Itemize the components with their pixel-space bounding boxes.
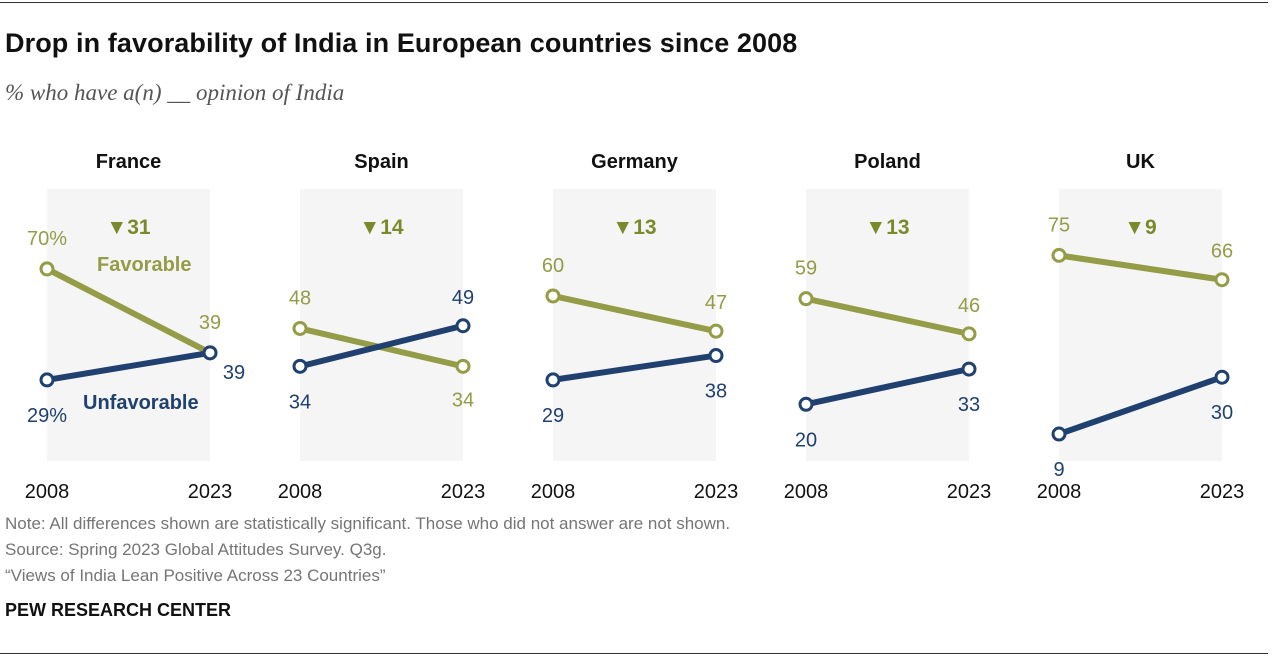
- x-tick-label-2008: 2008: [531, 481, 576, 503]
- brand-logo-text: PEW RESEARCH CENTER: [5, 600, 232, 620]
- favorable-point-2023: [708, 323, 724, 339]
- panel-germany: [545, 189, 724, 461]
- unfavorable-point-2023: [708, 348, 724, 364]
- x-tick-label-2023: 2023: [694, 481, 739, 503]
- bottom-rule: [0, 653, 1268, 654]
- unfavorable-label-2008: 29%: [27, 405, 67, 427]
- unfavorable-point-2008: [545, 372, 561, 388]
- unfavorable-line: [297, 322, 466, 370]
- unfavorable-label-2023: 38: [705, 381, 727, 403]
- panel-background: [300, 189, 463, 461]
- panel-france: [39, 189, 218, 461]
- unfavorable-label-2008: 29: [542, 405, 564, 427]
- unfavorable-point-2023: [455, 318, 471, 334]
- series-label-favorable: Favorable: [97, 254, 191, 276]
- panel-country-label: UK: [1126, 151, 1155, 173]
- favorable-line: [550, 292, 719, 335]
- favorable-label-2023: 47: [705, 292, 727, 314]
- change-label: ▼14: [359, 216, 403, 239]
- favorable-label-2008: 60: [542, 255, 564, 277]
- x-tick-label-2008: 2008: [25, 481, 70, 503]
- unfavorable-label-2023: 39: [223, 362, 245, 384]
- unfavorable-label-2023: 30: [1211, 402, 1233, 424]
- notes: Note: All differences shown are statisti…: [5, 511, 730, 589]
- series-label-unfavorable: Unfavorable: [83, 392, 199, 414]
- x-tick-label-2023: 2023: [947, 481, 992, 503]
- favorable-line: [803, 295, 972, 337]
- unfavorable-point-2008: [292, 358, 308, 374]
- change-label: ▼31: [106, 216, 150, 239]
- favorable-line: [44, 265, 213, 356]
- unfavorable-point-2008: [798, 396, 814, 412]
- panel-spain: [292, 189, 471, 461]
- unfavorable-point-2023: [961, 361, 977, 377]
- source-text: Source: Spring 2023 Global Attitudes Sur…: [5, 540, 387, 559]
- favorable-label-2023: 39: [199, 312, 221, 334]
- favorable-point-2023: [961, 326, 977, 342]
- report-title: “Views of India Lean Positive Across 23 …: [5, 566, 386, 585]
- change-label: ▼13: [612, 216, 656, 239]
- panel-uk: [1051, 189, 1230, 461]
- favorable-point-2008: [39, 261, 55, 277]
- panel-country-label: Spain: [354, 151, 408, 173]
- unfavorable-label-2023: 33: [958, 394, 980, 416]
- change-label: ▼13: [865, 216, 909, 239]
- favorable-label-2008: 48: [289, 287, 311, 309]
- x-tick-label-2008: 2008: [278, 481, 323, 503]
- top-rule: [0, 2, 1268, 3]
- favorable-label-2008: 59: [795, 258, 817, 280]
- x-tick-label-2023: 2023: [1200, 481, 1245, 503]
- x-tick-label-2008: 2008: [784, 481, 829, 503]
- unfavorable-label-2008: 34: [289, 391, 311, 413]
- chart-title: Drop in favorability of India in Europea…: [5, 28, 798, 58]
- favorable-label-2023: 46: [958, 295, 980, 317]
- panel-country-label: Poland: [854, 151, 921, 173]
- favorable-point-2023: [1214, 272, 1230, 288]
- unfavorable-point-2023: [202, 345, 218, 361]
- x-tick-label-2023: 2023: [188, 481, 233, 503]
- panel-country-label: Germany: [591, 151, 679, 173]
- favorable-label-2023: 66: [1211, 241, 1233, 263]
- panel-country-label: France: [96, 151, 162, 173]
- x-tick-label-2008: 2008: [1037, 481, 1082, 503]
- unfavorable-line: [803, 366, 972, 408]
- unfavorable-label-2008: 20: [795, 429, 817, 451]
- panel-poland: [798, 189, 977, 461]
- favorable-point-2008: [545, 288, 561, 304]
- favorable-line: [1056, 252, 1225, 283]
- unfavorable-label-2023: 49: [452, 287, 474, 309]
- chart-area: France ▼31 2008 2023 70% 29% 39 39 Favorable Unfa…: [25, 151, 1245, 503]
- x-tick-label-2023: 2023: [441, 481, 486, 503]
- favorable-point-2008: [798, 291, 814, 307]
- unfavorable-point-2008: [39, 372, 55, 388]
- favorable-label-2023: 34: [452, 389, 474, 411]
- unfavorable-line: [1056, 374, 1225, 438]
- unfavorable-point-2008: [1051, 426, 1067, 442]
- unfavorable-line: [550, 352, 719, 383]
- favorable-label-2008: 70%: [27, 228, 67, 250]
- unfavorable-point-2023: [1214, 369, 1230, 385]
- panel-background: [1059, 189, 1222, 461]
- unfavorable-line: [44, 349, 213, 383]
- unfavorable-label-2008: 9: [1053, 459, 1064, 481]
- favorable-label-2008: 75: [1048, 214, 1070, 236]
- favorable-point-2008: [1051, 247, 1067, 263]
- favorable-point-2008: [292, 320, 308, 336]
- chart-subtitle: % who have a(n) __ opinion of India: [5, 80, 345, 105]
- favorable-point-2023: [455, 358, 471, 374]
- panel-background: [47, 189, 210, 461]
- note-text: Note: All differences shown are statisti…: [5, 514, 731, 533]
- change-label: ▼9: [1124, 216, 1156, 239]
